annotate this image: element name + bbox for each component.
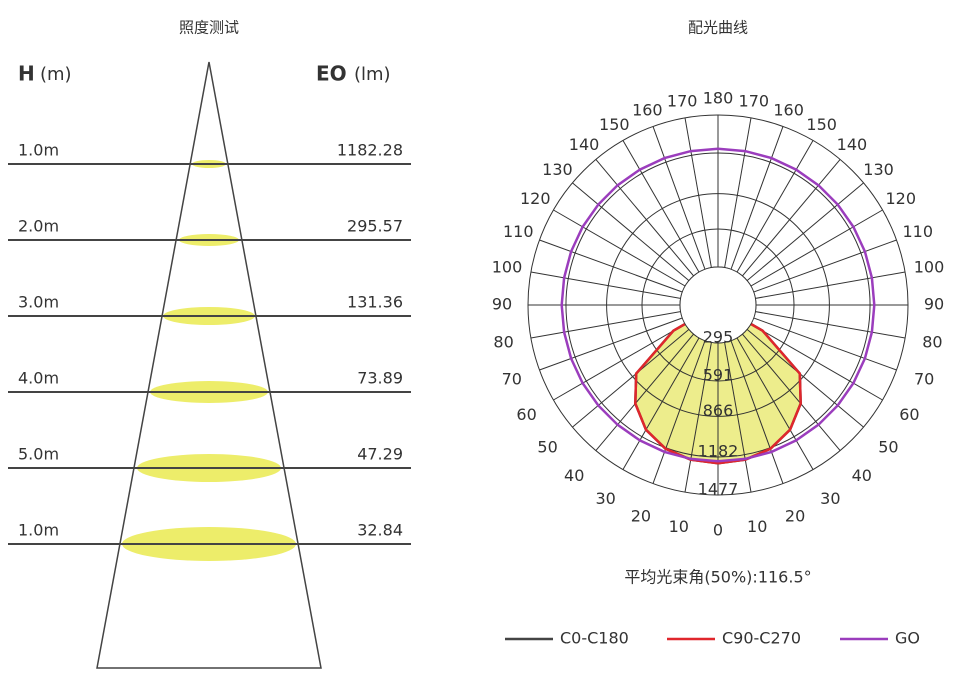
angle-label: 130	[542, 160, 573, 179]
angle-label: 80	[493, 332, 513, 351]
ring-label: 591	[703, 366, 734, 385]
angle-label: 170	[667, 91, 698, 110]
height-label: 4.0m	[18, 369, 59, 388]
angle-label: 60	[899, 405, 919, 424]
beam-angle: 平均光束角(50%):116.5°	[624, 568, 811, 587]
polar-title: 配光曲线	[688, 19, 748, 37]
h-unit: (m)	[40, 64, 72, 85]
illuminance-value: 131.36	[347, 293, 403, 312]
angle-label: 20	[785, 506, 805, 525]
angle-label: 30	[820, 489, 840, 508]
angle-label: 120	[520, 189, 551, 208]
ring-label: 295	[703, 327, 734, 346]
legend-label: C0-C180	[560, 629, 629, 648]
angle-label: 50	[537, 437, 557, 456]
e-label: EO	[316, 62, 347, 86]
e-unit: (lm)	[354, 64, 391, 85]
left-title: 照度测试	[179, 19, 239, 37]
angle-label: 170	[739, 91, 770, 110]
height-label: 1.0m	[18, 141, 59, 160]
angle-label: 180	[703, 89, 734, 108]
angle-label: 150	[806, 115, 837, 134]
illuminance-value: 73.89	[357, 369, 403, 388]
angle-label: 100	[914, 257, 945, 276]
height-label: 1.0m	[18, 521, 59, 540]
angle-label: 140	[837, 135, 868, 154]
angle-label: 70	[502, 370, 522, 389]
angle-label: 40	[564, 466, 584, 485]
height-label: 3.0m	[18, 293, 59, 312]
angle-label: 110	[503, 222, 534, 241]
angle-label: 40	[852, 466, 872, 485]
illuminance-value: 32.84	[357, 521, 403, 540]
illuminance-value: 47.29	[357, 445, 403, 464]
angle-label: 10	[747, 517, 767, 536]
height-label: 2.0m	[18, 217, 59, 236]
angle-label: 10	[669, 517, 689, 536]
angle-label: 20	[631, 506, 651, 525]
angle-label: 30	[595, 489, 615, 508]
angle-label: 160	[632, 100, 663, 119]
ring-label: 1182	[698, 442, 739, 461]
legend-label: C90-C270	[722, 629, 801, 648]
angle-label: 160	[773, 100, 804, 119]
angle-label: 150	[599, 115, 630, 134]
angle-label: 50	[878, 437, 898, 456]
h-label: H	[18, 62, 35, 86]
angle-label: 140	[569, 135, 600, 154]
angle-label: 100	[492, 257, 523, 276]
angle-label: 80	[922, 332, 942, 351]
angle-label: 110	[902, 222, 933, 241]
angle-label: 0	[713, 521, 723, 540]
angle-label: 130	[863, 160, 894, 179]
height-label: 5.0m	[18, 445, 59, 464]
legend-label: GO	[895, 629, 920, 648]
angle-label: 90	[492, 295, 512, 314]
angle-label: 90	[924, 295, 944, 314]
angle-label: 120	[885, 189, 916, 208]
cone	[97, 62, 321, 668]
page: 照度测试 H (m) EO (lm) 配光曲线 平均光束角(50%):116.5…	[0, 0, 962, 683]
angle-label: 60	[516, 405, 536, 424]
ring-label: 1477	[698, 480, 739, 499]
illuminance-value: 295.57	[347, 217, 403, 236]
angle-label: 70	[914, 370, 934, 389]
ring-label: 866	[703, 401, 734, 420]
illuminance-value: 1182.28	[337, 141, 403, 160]
